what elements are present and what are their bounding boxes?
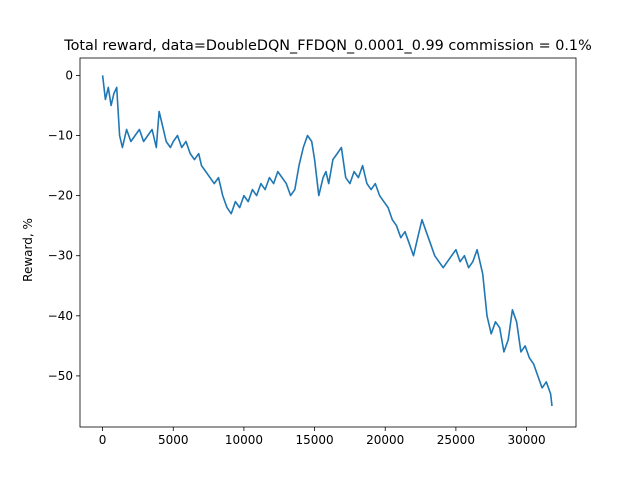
axes-frame	[79, 57, 577, 428]
x-tick-label: 20000	[366, 433, 404, 447]
y-tick-label: 0	[65, 68, 73, 82]
y-axis-ticks: 0 −10 −20 −30 −40 −50	[48, 68, 80, 383]
x-tick-label: 10000	[225, 433, 263, 447]
y-tick-label: −10	[48, 129, 73, 143]
x-tick-label: 5000	[158, 433, 189, 447]
y-tick-label: −30	[48, 249, 73, 263]
x-tick-label: 30000	[507, 433, 545, 447]
y-tick-label: −50	[48, 369, 73, 383]
x-axis-ticks: 0 5000 10000 15000 20000 25000 30000	[99, 427, 546, 447]
reward-series-line	[101, 75, 553, 407]
y-axis-label: Reward, %	[21, 218, 35, 282]
x-tick-label: 15000	[295, 433, 333, 447]
chart-title: Total reward, data=DoubleDQN_FFDQN_0.000…	[63, 38, 592, 54]
y-tick-label: −40	[48, 309, 73, 323]
x-tick-label: 25000	[437, 433, 475, 447]
y-tick-label: −20	[48, 189, 73, 203]
x-tick-label: 0	[99, 433, 107, 447]
